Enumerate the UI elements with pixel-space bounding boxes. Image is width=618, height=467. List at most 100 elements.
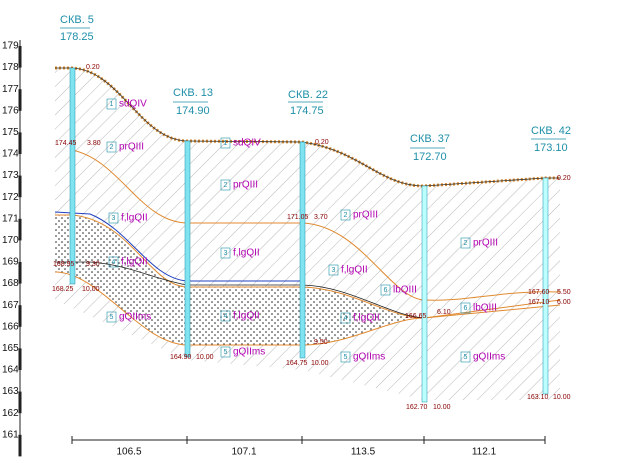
distance-ticks (71, 436, 546, 444)
layer-number-box (108, 256, 119, 268)
annotation: 3.80 (87, 140, 101, 147)
well-depth: 10.00 (196, 354, 214, 361)
elevation-label: 171 (2, 213, 19, 224)
annotation: 5.50 (557, 289, 571, 296)
elevation-label: 168 (2, 278, 19, 289)
well-depth: 10.00 (433, 404, 451, 411)
well-bottom: 162.70 (406, 404, 428, 411)
layer-number-box (220, 310, 231, 322)
elevation-label: 177 (2, 84, 19, 95)
layer-number: 5 (464, 354, 468, 361)
layer-number-box (106, 98, 117, 110)
well-name: СКВ. 13 (173, 87, 213, 99)
layer-number: 4 (344, 315, 348, 322)
layer-label: f,lgQII (121, 257, 148, 268)
layer-label: prQIII (353, 210, 378, 221)
well-elevation: 172.70 (413, 151, 447, 163)
layer-number-box (460, 237, 471, 249)
elevation-label: 162 (2, 408, 19, 419)
distance-label: 107.1 (231, 447, 256, 458)
layer-number: 5 (344, 354, 348, 361)
elevation-label: 170 (2, 235, 19, 246)
layer-number: 6 (384, 287, 388, 294)
well-elevation: 174.90 (176, 105, 210, 117)
annotation: 0.20 (315, 139, 329, 146)
layer-label: prQIII (119, 142, 144, 153)
layer-number-box (220, 179, 231, 191)
elevation-label: 169 (2, 257, 19, 268)
distance-label: 113.5 (351, 447, 376, 458)
layer-label: gQIIms (473, 352, 505, 363)
well-depth: 10.00 (82, 286, 100, 293)
elevation-label: 164 (2, 365, 19, 376)
layer-number-box (460, 302, 471, 314)
water-level (54, 211, 302, 282)
elevation-label: 161 (2, 429, 19, 440)
layer-number: 3 (332, 267, 336, 274)
layer-number-box (380, 284, 391, 296)
layer-number-box (220, 137, 231, 149)
annotation: 3.70 (314, 214, 328, 221)
layer-number-box (460, 351, 471, 363)
annotation: 0.20 (557, 175, 571, 182)
layer-number-box (220, 346, 231, 358)
elevation-label: 167 (2, 300, 19, 311)
layer-label: lbQIII (393, 285, 417, 296)
layer-label: gQIIms (353, 352, 385, 363)
layer-number: 2 (110, 144, 114, 151)
annotation: 167.10 (528, 299, 550, 306)
well-name: СКВ. 42 (531, 125, 571, 137)
layer-label: f,lgQII (121, 213, 148, 224)
boundary (55, 261, 425, 319)
wells (69, 67, 549, 403)
layer-number: 2 (344, 212, 348, 219)
layer-number-box (106, 141, 117, 153)
well-depth: 10.00 (311, 360, 329, 367)
layer-number: 2 (224, 182, 228, 189)
distance-label: 106.5 (116, 447, 141, 458)
distance-label: 112.1 (472, 447, 497, 458)
elevation-label: 176 (2, 105, 19, 116)
layer-number: 4 (224, 313, 228, 320)
well (421, 185, 428, 403)
layer-number-box (106, 311, 117, 323)
elevation-label: 173 (2, 170, 19, 181)
well-name: СКВ. 37 (410, 133, 450, 145)
well (69, 67, 76, 285)
layer-label: gQIIms (233, 347, 265, 358)
well-elevation: 174.75 (290, 105, 324, 117)
layer-label: lbQIII (473, 303, 497, 314)
well-elevation: 178.25 (60, 31, 94, 43)
well-depth: 10.00 (553, 394, 571, 401)
layer-number: 1 (110, 101, 114, 108)
annotation: 9.30 (86, 261, 100, 268)
elevation-label: 174 (2, 149, 19, 160)
annotation: 166.65 (405, 313, 427, 320)
annotation: 0.20 (86, 64, 100, 71)
layer-number: 5 (224, 349, 228, 356)
layer-label: f,lgQII (353, 313, 380, 324)
layer-number-box (340, 209, 351, 221)
elevation-label: 165 (2, 343, 19, 354)
well-name: СКВ. 5 (60, 14, 94, 26)
sand (55, 215, 424, 345)
boundary (71, 149, 561, 301)
layer-number: 2 (464, 240, 468, 247)
annotation: 171.05 (287, 214, 309, 221)
elevation-label: 172 (2, 192, 19, 203)
annotation: 174.45 (55, 140, 77, 147)
layer-number-box (220, 247, 231, 259)
well-bottom: 163.10 (527, 394, 549, 401)
elevation-label: 166 (2, 321, 19, 332)
hatch-area (55, 68, 560, 400)
geology (54, 66, 561, 400)
well (299, 141, 306, 359)
layer-label: sdQIV (233, 138, 261, 149)
well-elevation: 173.10 (534, 142, 568, 154)
layer-number: 3 (224, 250, 228, 257)
annotation: 167.60 (528, 289, 550, 296)
layer-number: 3 (112, 215, 116, 222)
layer-label: sdQIV (119, 99, 147, 110)
well-bottom: 168.25 (52, 286, 74, 293)
layer-number-box (340, 351, 351, 363)
